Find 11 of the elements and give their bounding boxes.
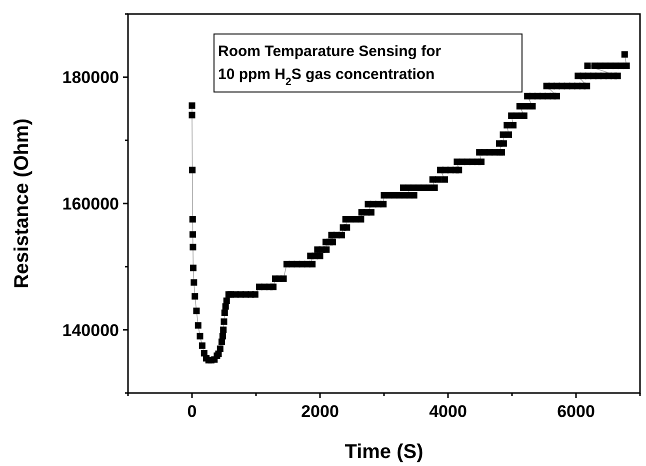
y-tick-label: 160000	[62, 194, 119, 214]
y-tick-label: 180000	[62, 68, 119, 88]
annotation: Room Temparature Sensing for	[218, 43, 442, 60]
y-axis-title: Resistance (Ohm)	[11, 118, 33, 289]
y-tick-label: 140000	[62, 320, 119, 340]
x-tick-label: 4000	[429, 402, 467, 421]
annotation: 10 ppm H$_{2}$S gas concentration	[218, 66, 435, 88]
x-tick-label: 6000	[557, 402, 595, 421]
x-axis-title: Time (S)	[344, 441, 424, 463]
x-tick-label: 0	[187, 402, 197, 421]
x-tick-label: 2000	[301, 402, 339, 421]
